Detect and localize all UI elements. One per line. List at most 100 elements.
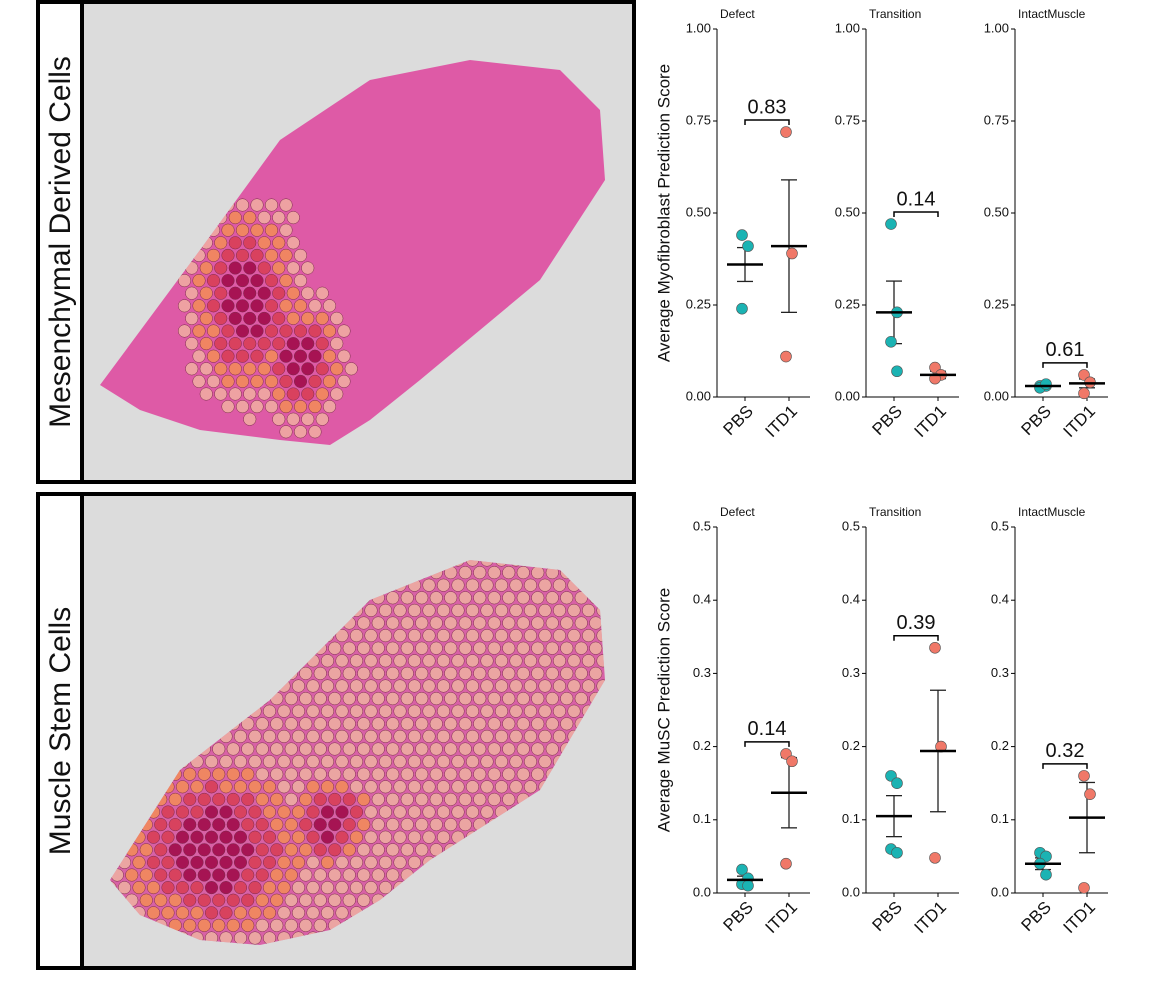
spot [342,742,356,756]
spot [299,868,313,882]
spot [552,578,567,592]
spot [233,729,248,743]
spot [248,755,262,769]
spot [400,818,414,832]
spot [284,717,298,731]
spot [270,843,284,857]
spot [235,400,250,414]
y-tick-label: 0.50 [686,204,711,219]
spot [286,311,300,325]
spot [320,755,335,769]
spot [243,261,257,275]
spot [204,830,219,844]
spot [146,881,161,895]
spot [400,742,414,756]
spot [545,742,559,756]
spot [250,349,264,363]
spot [422,654,436,668]
spot [293,274,308,288]
spot [279,223,293,237]
spot [386,868,400,882]
spot [560,717,574,731]
spot [465,729,480,743]
spot [458,666,472,680]
y-tick-label: 0.3 [842,665,860,680]
spot [241,918,255,932]
spot [226,818,240,832]
y-tick-label: 0.00 [835,388,860,403]
p-value: 0.14 [748,718,787,740]
spot [407,629,422,643]
spot [393,729,407,743]
spot [243,286,257,300]
chart-title: IntactMuscle [1018,7,1086,21]
spot [487,742,501,756]
spot [299,717,313,731]
spot [301,412,315,426]
spot [306,830,320,844]
spot [393,780,407,794]
spot [306,704,320,718]
spot [335,755,349,769]
spot [228,261,242,275]
spot [264,324,279,338]
spot [190,881,204,895]
spot [487,666,501,680]
spot [480,704,494,718]
spot [221,223,235,237]
spot [502,566,516,580]
spot [257,261,271,275]
spot [228,337,242,351]
spot [277,805,291,819]
spot [250,223,264,237]
spot [322,400,337,414]
y-tick-label: 0.50 [835,204,860,219]
spot [233,755,248,769]
spot [146,855,161,869]
spot [523,578,538,592]
spot [328,767,342,781]
spot [538,578,552,592]
spot [286,362,300,376]
spot [299,893,313,907]
spot [235,299,250,313]
spot [262,805,277,819]
spot [581,603,596,617]
spot [581,629,596,643]
spot [241,893,255,907]
spot [257,362,271,376]
spot [241,843,255,857]
spot [175,805,190,819]
spot [444,591,458,605]
spot [393,755,407,769]
spot [364,679,378,693]
spot [494,729,509,743]
spot [243,412,257,426]
spot [342,893,356,907]
spot [315,362,329,376]
spot [279,324,293,338]
spot [480,578,494,592]
spot [313,893,327,907]
spot [328,818,342,832]
spot [567,654,581,668]
spot [436,780,451,794]
spot [168,818,182,832]
spot [279,349,293,363]
spot [185,311,199,325]
spot [175,906,190,920]
y-tick-label: 1.00 [835,20,860,35]
spot [429,692,443,706]
spot [284,742,298,756]
spot [262,830,277,844]
spot [574,666,588,680]
spot [284,918,298,932]
spot [335,906,349,920]
spot [168,843,182,857]
spot [567,603,581,617]
spot [250,198,264,212]
bracket [744,119,790,126]
spot [357,742,371,756]
spot [226,868,240,882]
spot [516,616,530,630]
